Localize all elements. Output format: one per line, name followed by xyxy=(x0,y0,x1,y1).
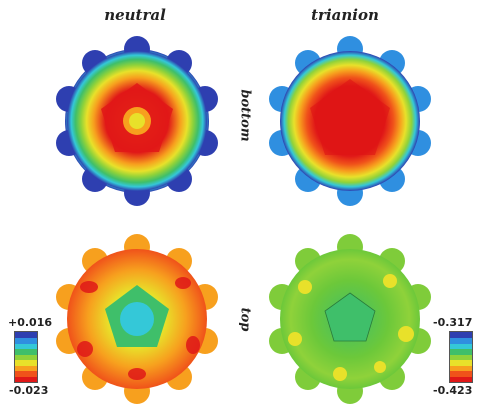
map-trianion-top xyxy=(265,234,435,404)
scale-right-min: -0.423 xyxy=(433,384,473,397)
colorbar-right xyxy=(449,331,473,383)
column-title-neutral: neutral xyxy=(104,6,166,24)
scale-left-min: -0.023 xyxy=(9,384,49,397)
row-label-top: top xyxy=(237,307,253,332)
scale-right-max: -0.317 xyxy=(433,316,473,329)
scale-left-max: +0.016 xyxy=(8,316,53,329)
row-label-bottom: bottom xyxy=(237,89,253,142)
column-title-trianion: trianion xyxy=(311,6,379,24)
map-neutral-bottom xyxy=(52,36,222,206)
colorbar-left xyxy=(14,331,38,383)
map-trianion-bottom xyxy=(265,36,435,206)
map-neutral-top xyxy=(52,234,222,404)
